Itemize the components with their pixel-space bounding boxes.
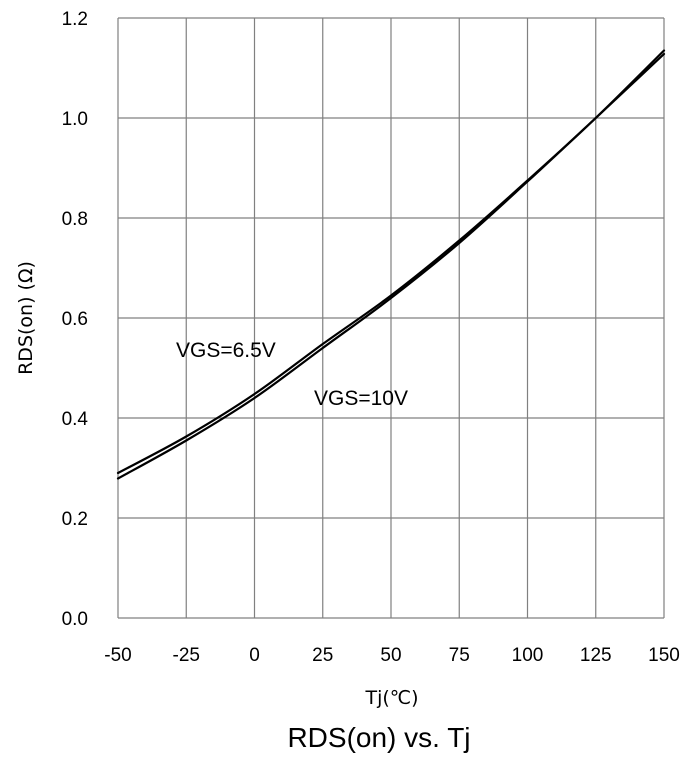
x-tick-labels: -50 -25 0 25 50 75 100 125 150: [104, 645, 680, 666]
x-tick-label: 75: [449, 645, 470, 666]
series-lines: [116, 49, 666, 480]
chart-title: RDS(on) vs. Tj: [287, 722, 470, 753]
x-axis-title: Tj(℃): [364, 687, 418, 709]
y-tick-label: 0.8: [62, 209, 88, 230]
y-tick-label: 1.0: [62, 109, 88, 130]
x-tick-label: -50: [104, 645, 131, 666]
series-label-vgs-6-5v: VGS=6.5V: [176, 339, 276, 362]
y-tick-label: 1.2: [62, 9, 88, 30]
x-tick-label: 125: [580, 645, 612, 666]
y-tick-label: 0.4: [62, 409, 89, 430]
x-tick-label: -25: [173, 645, 200, 666]
x-tick-label: 50: [380, 645, 401, 666]
y-tick-label: 0.2: [62, 509, 88, 530]
x-tick-label: 0: [249, 645, 260, 666]
y-tick-label: 0.6: [62, 309, 88, 330]
y-tick-labels: 0.0 0.2 0.4 0.6 0.8 1.0 1.2: [62, 9, 89, 630]
y-tick-label: 0.0: [62, 609, 88, 630]
y-axis-title: RDS(on) (Ω): [15, 261, 37, 375]
series-label-vgs-10v: VGS=10V: [314, 387, 408, 410]
x-tick-label: 100: [512, 645, 544, 666]
x-tick-label: 150: [648, 645, 680, 666]
x-tick-label: 25: [312, 645, 333, 666]
series-line-vgs-10v: [116, 52, 666, 480]
gridlines: [117, 17, 665, 619]
